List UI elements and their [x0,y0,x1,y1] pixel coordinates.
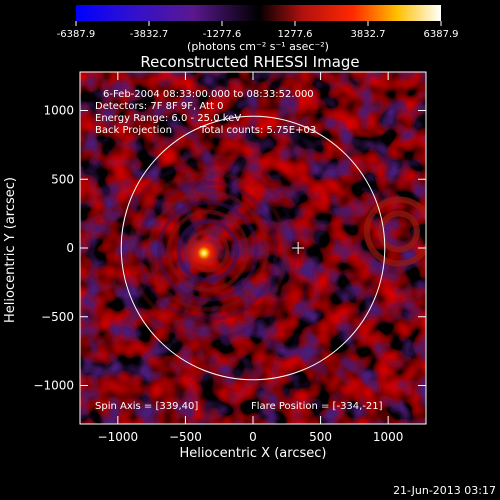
ring [147,190,269,312]
x-tick-label: 0 [249,430,257,444]
colorbar-ticks [75,21,442,26]
chart-title: Reconstructed RHESSI Image [140,53,359,71]
colorbar [76,5,441,21]
x-tick-label: −500 [169,430,202,444]
colorbar-tick-labels: -6387.9 -3832.7 -1277.6 1277.6 3832.7 6387.9 [57,29,459,40]
y-axis-label: Heliocentric Y (arcsec) [3,177,18,323]
x-tick-label: −1000 [98,430,139,444]
crosshair-marker [292,242,305,254]
ring [137,180,279,322]
y-tick-label: 1000 [43,104,74,118]
y-axis-ticks [80,110,426,386]
flare-source [182,231,226,275]
colorbar-tick-label: 1277.6 [278,29,313,40]
annotation-flare-position: Flare Position = [-334,-21] [251,401,383,412]
colorbar-unit-label: (photons cm⁻² s⁻¹ asec⁻²) [187,40,329,53]
annotation-energy-range: Energy Range: 6.0 - 25.0 keV [95,113,241,124]
colorbar-tick-label: -1277.6 [203,29,242,40]
ring [363,196,426,267]
annotation-detectors: Detectors: 7F 8F 9F, Att 0 [95,101,223,112]
x-axis-tick-labels: −1000 −500 0 500 1000 [98,430,404,444]
ring [157,200,259,302]
x-axis-ticks [117,72,389,424]
ring [127,170,288,331]
annotation-total-counts: Total counts: 5.75E+03 [199,125,316,136]
y-tick-label: −500 [41,310,74,324]
x-tick-label: 500 [309,430,332,444]
solar-limb-circle [120,115,386,381]
footer-timestamp: 21-Jun-2013 03:17 [393,484,496,497]
x-axis-label: Heliocentric X (arcsec) [180,446,327,461]
y-tick-label: 0 [66,241,74,255]
colorbar-tick-label: -6387.9 [57,29,96,40]
ring [377,210,420,253]
annotation-spin-axis: Spin Axis = [339,40] [95,401,198,412]
heatmap-image [80,72,426,424]
colorbar-tick-label: 3832.7 [350,29,385,40]
annotation-time-range: 6-Feb-2004 08:33:00.000 to 08:33:52.000 [103,89,314,100]
annotation-method: Back Projection [95,125,172,136]
y-axis-tick-labels: −1000 −500 0 500 1000 [33,104,74,393]
colorbar-tick-label: -3832.7 [130,29,169,40]
ring [166,209,249,292]
x-tick-label: 1000 [373,430,404,444]
colorbar-tick-label: 6387.9 [424,29,459,40]
ring [176,219,240,283]
y-tick-label: −1000 [33,379,74,393]
y-tick-label: 500 [51,172,74,186]
ring [118,161,298,341]
